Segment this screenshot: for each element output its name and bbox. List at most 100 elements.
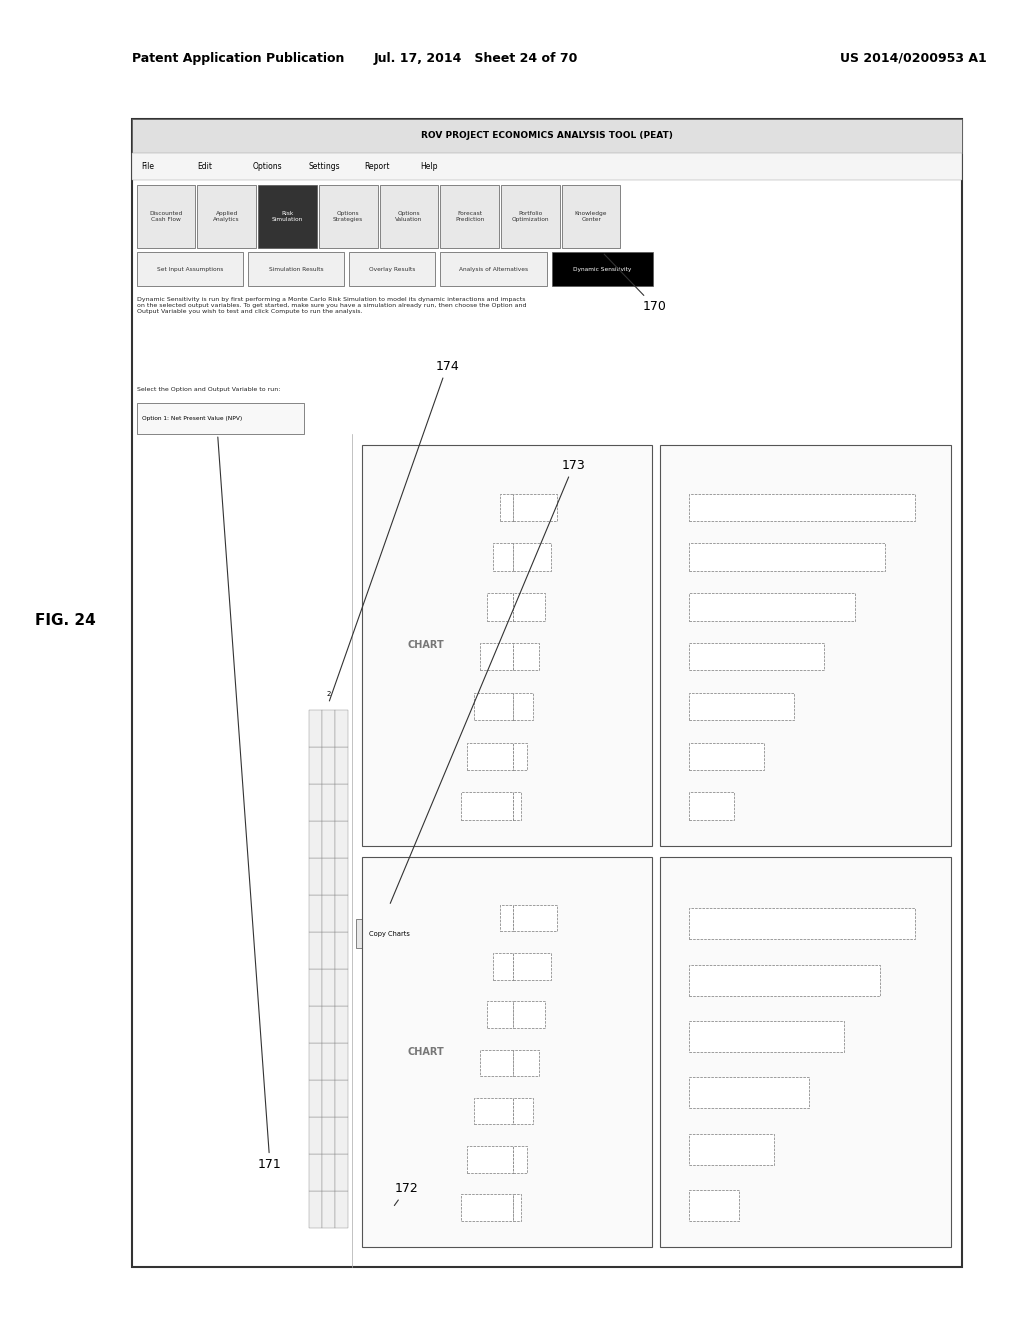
Bar	[308, 1080, 322, 1117]
Bar	[335, 1080, 348, 1117]
Text: 172: 172	[394, 1181, 419, 1205]
Bar	[131, 153, 962, 180]
Bar	[659, 857, 951, 1247]
Text: Report: Report	[365, 162, 390, 170]
Bar	[322, 1043, 335, 1080]
Bar	[513, 593, 545, 620]
Bar	[308, 969, 322, 1006]
Bar	[689, 965, 880, 995]
Bar	[513, 494, 556, 521]
Bar	[513, 904, 556, 932]
Text: Dynamic Sensitivity is run by first performing a Monte Carlo Risk Simulation to : Dynamic Sensitivity is run by first perf…	[136, 297, 526, 314]
Bar	[689, 1191, 739, 1221]
Bar	[308, 932, 322, 969]
Bar	[131, 119, 962, 153]
Bar	[322, 784, 335, 821]
Text: US 2014/0200953 A1: US 2014/0200953 A1	[840, 51, 987, 65]
Bar	[461, 792, 513, 820]
Bar	[322, 1080, 335, 1117]
Text: Help: Help	[420, 162, 437, 170]
Bar	[335, 747, 348, 784]
Bar	[362, 445, 652, 846]
Bar	[500, 904, 513, 932]
Bar	[501, 185, 560, 248]
Bar	[494, 544, 513, 570]
Text: Option 1: Net Present Value (NPV): Option 1: Net Present Value (NPV)	[141, 416, 242, 421]
Text: 170: 170	[604, 255, 667, 313]
Bar	[335, 895, 348, 932]
Text: Jul. 17, 2014   Sheet 24 of 70: Jul. 17, 2014 Sheet 24 of 70	[374, 51, 578, 65]
Bar	[500, 494, 513, 521]
Bar	[335, 1117, 348, 1154]
Text: Options: Options	[253, 162, 283, 170]
Bar	[440, 185, 499, 248]
Bar	[689, 544, 885, 570]
Bar	[335, 1006, 348, 1043]
Text: CHART: CHART	[408, 640, 444, 651]
Bar	[308, 1117, 322, 1154]
Text: Simulation Results: Simulation Results	[268, 267, 324, 272]
Bar	[335, 1043, 348, 1080]
Bar	[335, 858, 348, 895]
Bar	[308, 1154, 322, 1191]
Text: Patent Application Publication: Patent Application Publication	[131, 51, 344, 65]
Bar	[308, 710, 322, 747]
Bar	[689, 593, 854, 620]
Bar	[335, 821, 348, 858]
Bar	[131, 119, 962, 1267]
Text: Overlay Results: Overlay Results	[369, 267, 416, 272]
Bar	[513, 544, 551, 570]
Text: 174: 174	[330, 359, 459, 701]
Bar	[689, 693, 795, 721]
Bar	[513, 953, 551, 979]
Text: Analysis of Alternatives: Analysis of Alternatives	[459, 267, 528, 272]
Bar	[467, 1146, 513, 1172]
Text: 2: 2	[327, 692, 331, 697]
Bar	[335, 1154, 348, 1191]
Bar	[349, 252, 435, 286]
Bar	[689, 908, 914, 940]
Bar	[474, 1098, 513, 1125]
Bar	[136, 403, 304, 434]
Bar	[474, 693, 513, 721]
Bar	[248, 252, 344, 286]
Bar	[513, 743, 526, 770]
Text: CHART: CHART	[408, 1047, 444, 1057]
Text: Portfolio
Optimization: Portfolio Optimization	[512, 211, 549, 222]
Text: Dynamic Sensitivity: Dynamic Sensitivity	[573, 267, 632, 272]
Bar	[322, 895, 335, 932]
Text: Select the Option and Output Variable to run:: Select the Option and Output Variable to…	[136, 387, 280, 392]
Text: Knowledge
Center: Knowledge Center	[574, 211, 607, 222]
Bar	[689, 494, 914, 521]
Bar	[356, 919, 422, 948]
Bar	[552, 252, 653, 286]
Bar	[335, 710, 348, 747]
Text: FIG. 24: FIG. 24	[36, 612, 96, 628]
Bar	[318, 185, 378, 248]
Bar	[689, 743, 764, 770]
Bar	[335, 969, 348, 1006]
Bar	[308, 1191, 322, 1228]
Bar	[322, 710, 335, 747]
Bar	[136, 185, 196, 248]
Text: Set Input Assumptions: Set Input Assumptions	[157, 267, 223, 272]
Bar	[308, 895, 322, 932]
Text: Settings: Settings	[308, 162, 340, 170]
Bar	[380, 185, 438, 248]
Bar	[308, 784, 322, 821]
Text: File: File	[141, 162, 155, 170]
Bar	[513, 1049, 539, 1076]
Bar	[335, 932, 348, 969]
Bar	[461, 1195, 513, 1221]
Bar	[198, 185, 256, 248]
Bar	[335, 784, 348, 821]
Bar	[335, 1191, 348, 1228]
Bar	[322, 858, 335, 895]
Bar	[322, 932, 335, 969]
Text: Risk
Simulation: Risk Simulation	[271, 211, 303, 222]
Text: Edit: Edit	[198, 162, 212, 170]
Bar	[513, 1146, 526, 1172]
Bar	[308, 821, 322, 858]
Bar	[258, 185, 316, 248]
Bar	[308, 1006, 322, 1043]
